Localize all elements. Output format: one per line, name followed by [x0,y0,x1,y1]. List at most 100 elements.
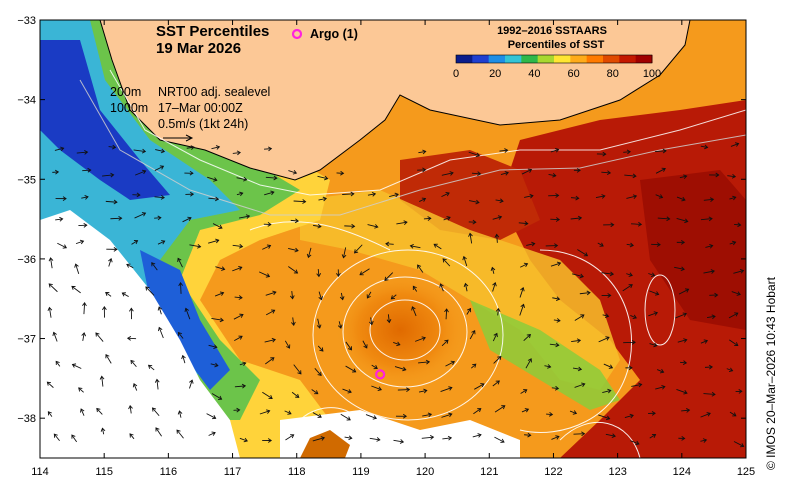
velocity-arrow [525,358,532,369]
velocity-arrow [262,391,273,399]
velocity-arrow-head [71,434,76,439]
velocity-arrow-head [499,198,504,204]
velocity-arrow-head [239,191,244,197]
warm-eddy [330,270,470,390]
velocity-arrow-head [141,148,147,154]
velocity-arrow-head [105,291,110,296]
velocity-arrow [232,266,242,272]
velocity-arrow [441,192,450,198]
velocity-arrow-head [351,223,356,229]
velocity-arrow-head [121,292,126,297]
velocity-arrow [631,223,642,225]
velocity-arrow-head [215,145,221,150]
velocity-arrow [729,411,737,417]
velocity-arrow [264,191,274,196]
velocity-arrow-head [346,416,351,421]
velocity-arrow [656,369,664,373]
velocity-arrow [262,245,271,250]
velocity-arrow-head [147,364,153,369]
velocity-arrow [550,148,559,153]
y-tick-label: −33 [17,15,36,27]
velocity-arrow [630,315,637,319]
velocity-arrow-head [160,148,166,154]
map-date: 19 Mar 2026 [156,40,241,57]
velocity-arrow [499,149,508,152]
velocity-arrow-head [78,387,83,392]
velocity-arrow [182,217,192,223]
velocity-arrow [78,387,84,393]
velocity-arrow [239,362,246,366]
velocity-arrow [259,410,270,415]
velocity-arrow [105,354,112,364]
velocity-arrow-head [291,321,296,326]
velocity-arrow [367,224,378,228]
velocity-arrow-head [113,199,118,205]
x-tick-label: 115 [95,466,113,478]
velocity-arrow [189,244,201,248]
velocity-arrow [83,302,86,315]
velocity-arrow-head [576,167,581,173]
velocity-arrow-head [317,413,322,418]
velocity-arrow [393,342,400,346]
velocity-arrow-head [189,379,194,384]
velocity-arrow-head [683,338,688,343]
velocity-arrow [648,273,655,277]
velocity-arrow [603,363,613,369]
velocity-arrow-head [292,170,298,175]
velocity-arrow [75,263,80,275]
velocity-arrow [152,407,160,417]
velocity-arrow [491,267,495,274]
velocity-arrow [394,366,406,371]
plot-frame [39,19,747,459]
velocity-arrow [105,200,117,203]
velocity-arrows [46,142,745,448]
velocity-arrow-head [141,212,147,217]
velocity-arrow [317,269,320,277]
velocity-arrow [236,177,247,181]
velocity-arrow-head [238,266,243,271]
velocity-arrow [208,344,217,348]
velocity-arrow-head [302,199,307,204]
velocity-arrow-head [682,312,687,317]
velocity-arrow [130,360,137,368]
velocity-arrow [574,314,585,321]
velocity-arrow [520,263,528,268]
velocity-arrow [598,336,610,343]
velocity-arrow-head [628,284,633,289]
velocity-arrow-head [219,291,225,296]
velocity-arrow [677,339,687,343]
velocity-arrow-head [390,295,395,300]
velocity-arrow [551,435,560,440]
velocity-arrow-head [682,360,688,366]
velocity-arrow [706,315,716,319]
velocity-arrow-head [221,266,226,271]
velocity-arrow [102,428,105,435]
warm-blob-south [300,430,350,458]
velocity-arrow-head [609,271,615,277]
velocity-arrow-head [651,433,657,439]
velocity-arrow [464,283,468,292]
velocity-arrow [626,243,634,246]
velocity-arrow [626,195,637,199]
velocity-arrow-head [266,244,272,249]
velocity-arrow-head [576,338,582,344]
velocity-arrow-head [339,296,345,301]
velocity-arrow-head [555,193,560,198]
velocity-arrow-head [504,148,509,153]
velocity-arrow-head [133,240,139,245]
velocity-arrow-head [319,347,324,352]
velocity-arrow-head [711,391,716,397]
velocity-arrow-head [347,346,352,351]
argo-float-marker[interactable] [375,369,386,380]
velocity-arrow [53,433,60,442]
argo-legend-label: Argo (1) [310,27,358,41]
velocity-arrow [705,245,713,248]
velocity-arrow [553,319,561,322]
velocity-arrow-head [472,363,477,368]
velocity-arrow-head [359,271,364,276]
velocity-arrow-head [527,358,532,363]
velocity-arrow-head [376,437,381,442]
x-tick-label: 122 [544,466,562,478]
velocity-arrow-head [46,381,51,386]
